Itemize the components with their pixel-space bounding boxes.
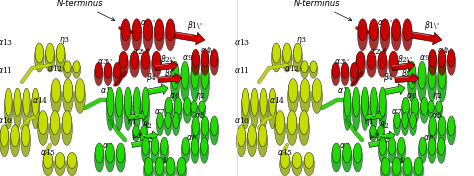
- Ellipse shape: [341, 62, 349, 78]
- Ellipse shape: [141, 52, 150, 77]
- Ellipse shape: [152, 52, 162, 77]
- Ellipse shape: [274, 112, 285, 145]
- Ellipse shape: [191, 63, 200, 102]
- Ellipse shape: [191, 50, 200, 75]
- Ellipse shape: [438, 61, 446, 89]
- Text: $\alpha$1\': $\alpha$1\': [140, 17, 156, 27]
- Text: $\beta$3: $\beta$3: [132, 128, 144, 142]
- Text: $\beta$2\': $\beta$2\': [397, 54, 413, 67]
- Ellipse shape: [35, 43, 44, 63]
- Text: $\beta$4: $\beta$4: [146, 71, 158, 84]
- Ellipse shape: [389, 52, 399, 77]
- Ellipse shape: [293, 43, 302, 63]
- Ellipse shape: [155, 19, 164, 41]
- Ellipse shape: [181, 61, 189, 89]
- Text: $\alpha$2: $\alpha$2: [379, 136, 391, 144]
- Ellipse shape: [436, 101, 442, 113]
- Ellipse shape: [13, 90, 21, 129]
- Ellipse shape: [201, 116, 209, 136]
- Text: $\alpha$11: $\alpha$11: [0, 65, 13, 75]
- Ellipse shape: [312, 79, 322, 103]
- Ellipse shape: [67, 153, 77, 176]
- Ellipse shape: [199, 101, 205, 113]
- Ellipse shape: [173, 112, 179, 128]
- Ellipse shape: [370, 125, 376, 136]
- Ellipse shape: [378, 138, 387, 163]
- Ellipse shape: [353, 87, 360, 117]
- Ellipse shape: [344, 87, 351, 117]
- Ellipse shape: [280, 152, 290, 168]
- Ellipse shape: [38, 111, 48, 135]
- Ellipse shape: [283, 43, 291, 63]
- Ellipse shape: [50, 111, 60, 135]
- Ellipse shape: [114, 62, 121, 78]
- Ellipse shape: [125, 87, 131, 117]
- Ellipse shape: [370, 87, 377, 117]
- Ellipse shape: [288, 79, 298, 103]
- Text: $\alpha$4: $\alpha$4: [156, 155, 168, 165]
- Ellipse shape: [173, 113, 180, 136]
- Ellipse shape: [157, 112, 163, 128]
- Ellipse shape: [311, 80, 322, 113]
- Text: $\eta$2: $\eta$2: [431, 92, 442, 102]
- Ellipse shape: [181, 63, 190, 102]
- Text: $\alpha$12: $\alpha$12: [284, 63, 300, 73]
- Ellipse shape: [182, 138, 190, 163]
- Text: $\alpha$8: $\alpha$8: [186, 134, 198, 143]
- Ellipse shape: [304, 153, 314, 176]
- Ellipse shape: [51, 79, 61, 103]
- Ellipse shape: [32, 88, 39, 116]
- Ellipse shape: [413, 158, 423, 176]
- Ellipse shape: [191, 117, 200, 145]
- Ellipse shape: [428, 101, 435, 118]
- FancyArrow shape: [369, 138, 387, 148]
- Ellipse shape: [259, 90, 267, 129]
- Ellipse shape: [392, 19, 401, 41]
- Ellipse shape: [403, 19, 412, 41]
- Ellipse shape: [118, 52, 128, 77]
- Ellipse shape: [369, 20, 379, 51]
- Ellipse shape: [94, 144, 104, 172]
- Ellipse shape: [304, 152, 314, 168]
- Ellipse shape: [379, 89, 387, 130]
- FancyArrow shape: [155, 60, 178, 71]
- FancyArrow shape: [174, 32, 205, 45]
- Text: N-terminus: N-terminus: [294, 0, 352, 20]
- Ellipse shape: [272, 44, 281, 72]
- Ellipse shape: [120, 20, 131, 51]
- Ellipse shape: [378, 51, 387, 69]
- Ellipse shape: [341, 63, 349, 86]
- Text: $\eta$1: $\eta$1: [127, 116, 137, 128]
- Ellipse shape: [447, 117, 456, 145]
- Ellipse shape: [64, 61, 72, 78]
- Ellipse shape: [43, 152, 53, 168]
- Text: $\alpha$10: $\alpha$10: [0, 115, 13, 125]
- Ellipse shape: [191, 61, 199, 89]
- FancyArrow shape: [392, 60, 415, 71]
- Ellipse shape: [14, 88, 21, 116]
- Ellipse shape: [130, 51, 139, 69]
- Ellipse shape: [183, 98, 191, 123]
- Ellipse shape: [174, 98, 182, 123]
- Ellipse shape: [378, 52, 387, 77]
- Ellipse shape: [428, 138, 436, 163]
- Text: $\eta$2: $\eta$2: [194, 92, 205, 102]
- Ellipse shape: [248, 125, 256, 147]
- Ellipse shape: [201, 63, 210, 102]
- Ellipse shape: [438, 49, 446, 67]
- Ellipse shape: [388, 137, 396, 155]
- Ellipse shape: [310, 61, 318, 78]
- Text: $\alpha$3\': $\alpha$3\': [97, 57, 113, 67]
- Ellipse shape: [362, 87, 368, 117]
- Ellipse shape: [56, 43, 65, 63]
- Ellipse shape: [447, 49, 455, 67]
- Ellipse shape: [414, 157, 423, 175]
- Ellipse shape: [429, 49, 437, 67]
- Ellipse shape: [56, 44, 65, 72]
- Ellipse shape: [293, 44, 302, 72]
- Ellipse shape: [64, 61, 71, 73]
- Ellipse shape: [0, 125, 9, 147]
- Text: $\alpha$11: $\alpha$11: [234, 65, 250, 75]
- Ellipse shape: [73, 61, 80, 73]
